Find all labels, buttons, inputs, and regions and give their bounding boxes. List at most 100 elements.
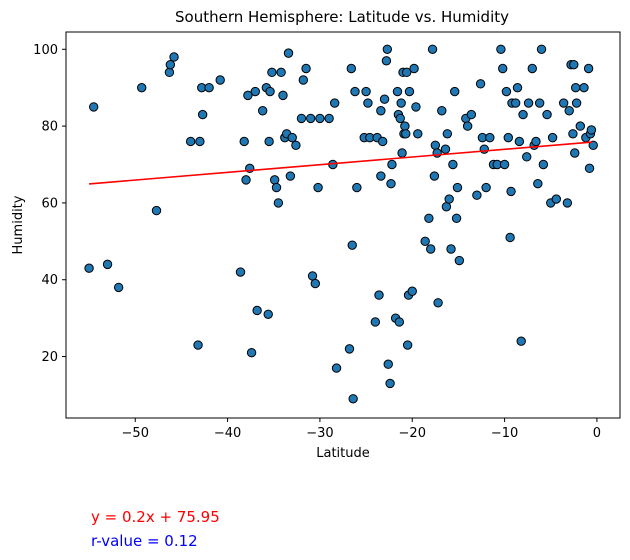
data-point [498, 63, 508, 74]
data-point [165, 59, 176, 70]
data-point [361, 86, 371, 97]
data-point [278, 90, 288, 101]
data-point [523, 98, 534, 108]
data-point [307, 271, 318, 281]
data-point [454, 255, 465, 266]
data-point [346, 63, 357, 74]
data-point [588, 140, 598, 151]
data-point [374, 290, 384, 300]
data-point [385, 378, 395, 389]
data-point [271, 182, 282, 193]
data-point [344, 344, 355, 354]
data-point [291, 140, 301, 151]
data-point [411, 102, 421, 112]
data-point [503, 132, 513, 143]
data-point [472, 190, 482, 200]
data-point [506, 186, 516, 197]
regression-line [89, 141, 593, 185]
data-point [164, 67, 175, 78]
data-point [586, 125, 597, 135]
data-point [395, 113, 405, 124]
data-point [402, 340, 413, 350]
data-point [204, 82, 214, 93]
data-point [404, 86, 415, 97]
data-point [579, 82, 589, 93]
data-point [235, 267, 246, 277]
data-point [84, 263, 94, 273]
data-point [296, 113, 307, 124]
data-point [379, 94, 390, 104]
data-point [430, 140, 441, 151]
data-point [485, 132, 495, 143]
data-point [558, 98, 569, 108]
data-point [113, 282, 124, 293]
data-point [518, 109, 528, 120]
data-point [510, 98, 521, 108]
chart-title: Southern Hemisphere: Latitude vs. Humidi… [175, 8, 509, 26]
data-point [538, 159, 549, 170]
data-point [257, 106, 268, 116]
x-tick-label: −30 [306, 426, 333, 441]
data-point [298, 75, 308, 85]
data-point [575, 121, 585, 131]
data-point [195, 136, 205, 147]
data-point [263, 309, 273, 319]
data-point [241, 175, 251, 185]
data-point [451, 213, 462, 223]
y-tick-label: 80 [41, 120, 58, 135]
data-point [534, 98, 545, 108]
data-point [433, 298, 443, 308]
data-point [396, 98, 406, 108]
data-point [551, 194, 561, 204]
data-point [584, 163, 595, 174]
data-point [437, 106, 447, 116]
data-point [420, 236, 430, 247]
data-point [409, 63, 419, 74]
data-point [479, 144, 489, 154]
data-point [527, 63, 537, 74]
data-point [392, 86, 403, 97]
data-point [347, 240, 357, 250]
data-point [383, 359, 393, 369]
data-point [501, 86, 512, 97]
data-point [531, 136, 541, 147]
data-point [185, 136, 196, 147]
data-point [570, 82, 581, 93]
data-point [446, 244, 456, 254]
data-point [400, 121, 410, 131]
data-point [215, 75, 225, 85]
data-point [239, 136, 249, 147]
data-point [264, 136, 274, 147]
data-point [424, 213, 434, 223]
data-point [462, 121, 473, 131]
data-point [169, 52, 179, 62]
data-point [512, 82, 523, 93]
regression-equation: y = 0.2x + 75.95 [91, 508, 220, 526]
data-point [466, 109, 477, 120]
data-point [363, 98, 373, 108]
data-point [522, 152, 532, 162]
data-point [301, 63, 311, 74]
data-point [350, 86, 360, 97]
x-tick-label: 0 [593, 426, 601, 441]
data-point [452, 182, 463, 193]
data-point [137, 82, 147, 93]
y-tick-label: 40 [41, 273, 58, 288]
data-point [481, 182, 491, 193]
data-point [283, 48, 294, 58]
data-point [450, 86, 460, 97]
data-point [536, 44, 547, 54]
data-point [387, 159, 397, 170]
data-point [516, 336, 526, 346]
data-point [499, 159, 510, 170]
data-point [193, 340, 203, 350]
data-point [381, 56, 392, 66]
data-point [442, 129, 453, 139]
data-point [397, 148, 407, 158]
data-point [378, 136, 388, 147]
data-point [444, 194, 454, 204]
data-point [441, 202, 452, 212]
data-point [246, 348, 257, 358]
data-point [197, 109, 208, 120]
data-point [583, 63, 594, 74]
